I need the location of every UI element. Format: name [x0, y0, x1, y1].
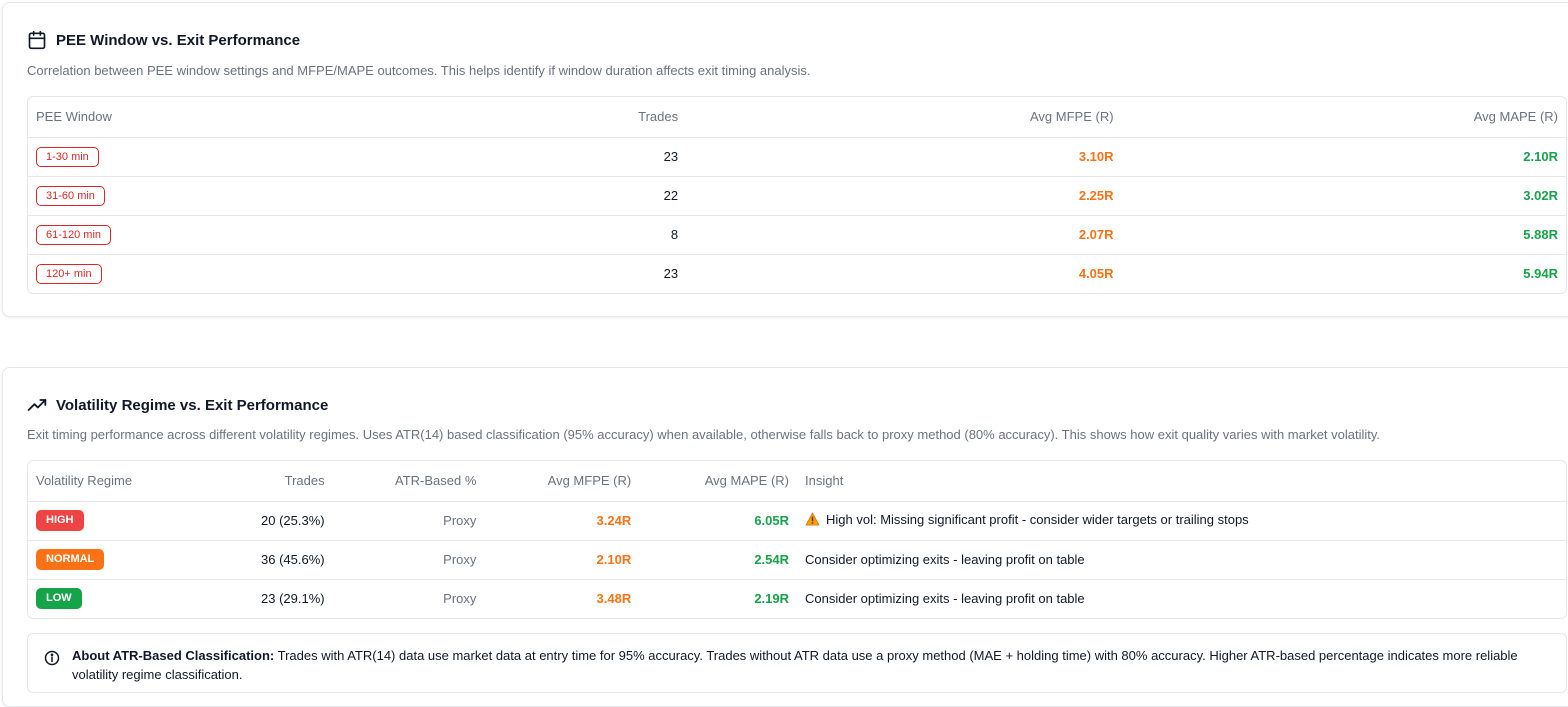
atr-based-cell: Proxy: [332, 500, 485, 540]
col-header-avg-mfpe: Avg MFPE (R): [1029, 109, 1114, 125]
pee-window-card: PEE Window vs. Exit Performance Correlat…: [2, 2, 1568, 317]
avg-mfpe-cell: 2.07R: [686, 214, 1122, 254]
insight-cell: Consider optimizing exits - leaving prof…: [797, 539, 1566, 579]
info-text: Trades with ATR(14) data use market data…: [72, 648, 1518, 682]
pee-window-badge: 61-120 min: [36, 224, 112, 245]
info-icon: [44, 650, 60, 666]
trades-cell: 23: [327, 253, 687, 293]
trades-cell: 36 (45.6%): [227, 539, 333, 579]
table-row: 1-30 min 23 3.10R 2.10R: [28, 136, 1566, 176]
trades-cell: 20 (25.3%): [227, 500, 333, 540]
atr-based-cell: Proxy: [332, 539, 485, 579]
col-header-avg-mape: Avg MAPE (R): [704, 473, 790, 489]
info-title: About ATR-Based Classification:: [72, 648, 275, 663]
trending-up-icon: [27, 399, 47, 411]
avg-mape-cell: 6.05R: [639, 500, 798, 540]
table-header-row: PEE Window Trades Avg MFPE (R) Avg MAPE …: [28, 97, 1566, 137]
insight-cell: Consider optimizing exits - leaving prof…: [797, 578, 1566, 618]
col-header-trades: Trades: [638, 109, 679, 125]
trades-cell: 22: [327, 175, 687, 215]
table-row: NORMAL 36 (45.6%) Proxy 2.10R 2.54R Cons…: [28, 539, 1566, 579]
warning-icon: [805, 512, 820, 526]
trades-cell: 23 (29.1%): [227, 578, 333, 618]
vol-card-header: Volatility Regime vs. Exit Performance: [27, 395, 328, 415]
avg-mape-cell: 2.54R: [639, 539, 798, 579]
col-header-atr-based: ATR-Based %: [395, 473, 477, 489]
avg-mape-cell: 2.10R: [1121, 136, 1566, 176]
avg-mfpe-cell: 3.10R: [686, 136, 1122, 176]
pee-card-title: PEE Window vs. Exit Performance: [56, 31, 301, 49]
volatility-regime-card: Volatility Regime vs. Exit Performance E…: [2, 367, 1568, 707]
avg-mfpe-cell: 2.25R: [686, 175, 1122, 215]
table-row: 61-120 min 8 2.07R 5.88R: [28, 214, 1566, 254]
atr-based-cell: Proxy: [332, 578, 485, 618]
avg-mape-cell: 5.94R: [1121, 253, 1566, 293]
pee-window-badge: 31-60 min: [36, 185, 105, 206]
table-row: LOW 23 (29.1%) Proxy 3.48R 2.19R Conside…: [28, 578, 1566, 618]
trades-cell: 23: [327, 136, 687, 176]
atr-info-box: About ATR-Based Classification: Trades w…: [27, 633, 1567, 693]
avg-mfpe-cell: 3.24R: [484, 500, 640, 540]
pee-card-header: PEE Window vs. Exit Performance: [27, 30, 300, 50]
table-row: 120+ min 23 4.05R 5.94R: [28, 253, 1566, 293]
insight-text: High vol: Missing significant profit - c…: [826, 511, 1249, 527]
vol-card-description: Exit timing performance across different…: [27, 427, 1381, 442]
avg-mfpe-cell: 4.05R: [686, 253, 1122, 293]
regime-badge-high: HIGH: [36, 510, 84, 531]
table-row: HIGH 20 (25.3%) Proxy 3.24R 6.05R High v…: [28, 500, 1566, 540]
avg-mfpe-cell: 2.10R: [484, 539, 640, 579]
trades-cell: 8: [327, 214, 687, 254]
avg-mape-cell: 2.19R: [639, 578, 798, 618]
regime-badge-normal: NORMAL: [36, 549, 105, 570]
pee-window-badge: 120+ min: [36, 263, 102, 284]
table-header-row: Volatility Regime Trades ATR-Based % Avg…: [28, 461, 1566, 501]
col-header-pee-window: PEE Window: [36, 109, 112, 125]
col-header-volatility-regime: Volatility Regime: [36, 473, 133, 489]
pee-window-badge: 1-30 min: [36, 146, 99, 167]
volatility-regime-table: Volatility Regime Trades ATR-Based % Avg…: [27, 460, 1567, 619]
avg-mape-cell: 5.88R: [1121, 214, 1566, 254]
regime-badge-low: LOW: [36, 588, 82, 610]
avg-mape-cell: 3.02R: [1121, 175, 1566, 215]
col-header-trades: Trades: [284, 473, 325, 489]
col-header-insight: Insight: [805, 473, 844, 489]
avg-mfpe-cell: 3.48R: [484, 578, 640, 618]
pee-window-table: PEE Window Trades Avg MFPE (R) Avg MAPE …: [27, 96, 1567, 294]
table-row: 31-60 min 22 2.25R 3.02R: [28, 175, 1566, 215]
insight-cell: High vol: Missing significant profit - c…: [797, 500, 1566, 540]
col-header-avg-mfpe: Avg MFPE (R): [547, 473, 632, 489]
vol-card-title: Volatility Regime vs. Exit Performance: [56, 396, 329, 414]
pee-card-description: Correlation between PEE window settings …: [27, 63, 811, 78]
calendar-icon: [28, 30, 46, 50]
col-header-avg-mape: Avg MAPE (R): [1473, 109, 1558, 125]
